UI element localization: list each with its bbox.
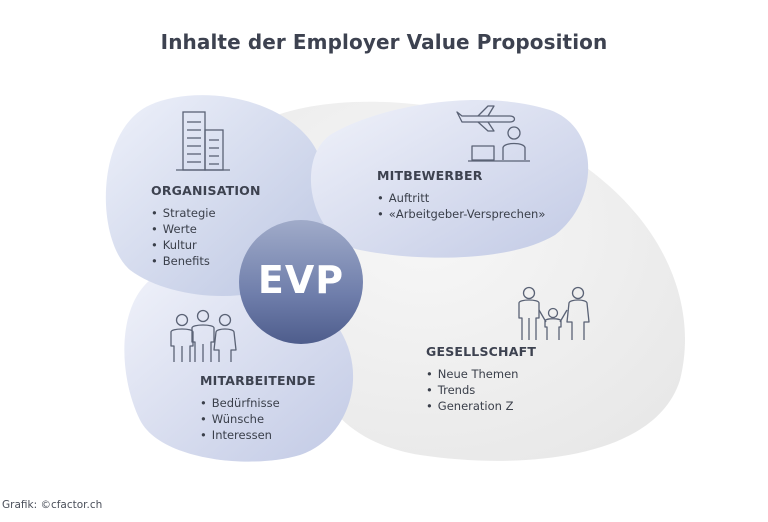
- mitbewerber-heading: MITBEWERBER: [377, 168, 483, 183]
- mitbewerber-list: Auftritt «Arbeitgeber-Versprechen»: [377, 190, 546, 222]
- evp-circle: [239, 220, 363, 344]
- mitarbeitende-block: MITARBEITENDE Bedürfnisse Wünsche Intere…: [200, 373, 316, 443]
- list-item: «Arbeitgeber-Versprechen»: [377, 206, 546, 222]
- diagram-title: Inhalte der Employer Value Proposition: [160, 30, 608, 54]
- three-people-icon: [170, 309, 237, 362]
- list-item: Trends: [426, 382, 536, 398]
- list-item: Kultur: [151, 237, 261, 253]
- list-item: Bedürfnisse: [200, 395, 316, 411]
- office-building-icon: [176, 111, 230, 171]
- list-item: Wünsche: [200, 411, 316, 427]
- image-credit: Grafik: ©cfactor.ch: [2, 499, 103, 511]
- list-item: Auftritt: [377, 190, 545, 206]
- list-item: Werte: [151, 221, 261, 237]
- organisation-list: Strategie Werte Kultur Benefits: [151, 205, 261, 269]
- airplane-laptop-person-icon: [456, 105, 530, 162]
- organisation-heading: ORGANISATION: [151, 183, 261, 198]
- gesellschaft-list: Neue Themen Trends Generation Z: [426, 366, 536, 414]
- list-item: Generation Z: [426, 398, 536, 414]
- family-icon: [518, 286, 590, 340]
- gesellschaft-heading: GESELLSCHAFT: [426, 344, 537, 359]
- mitarbeitende-heading: MITARBEITENDE: [200, 373, 316, 388]
- organisation-block: ORGANISATION Strategie Werte Kultur Bene…: [151, 183, 261, 269]
- gesellschaft-block: GESELLSCHAFT Neue Themen Trends Generati…: [426, 344, 536, 414]
- mitarbeitende-list: Bedürfnisse Wünsche Interessen: [200, 395, 316, 443]
- list-item: Interessen: [200, 427, 316, 443]
- list-item: Strategie: [151, 205, 261, 221]
- list-item: Neue Themen: [426, 366, 536, 382]
- mitbewerber-block: MITBEWERBER Auftritt «Arbeitgeber-Verspr…: [377, 168, 545, 222]
- evp-label: EVP: [257, 258, 345, 302]
- list-item: Benefits: [151, 253, 261, 269]
